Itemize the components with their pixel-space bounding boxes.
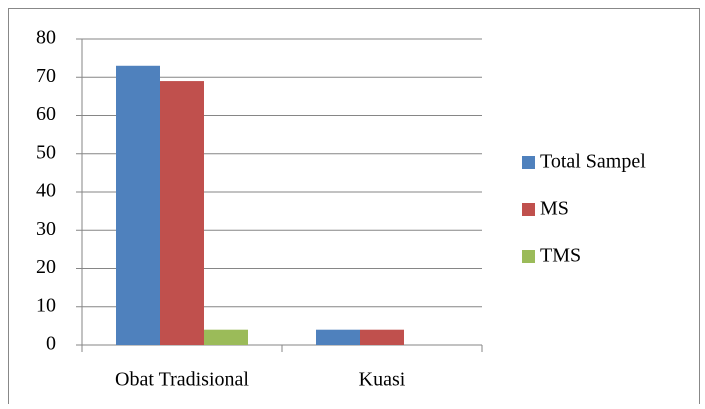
y-tick-label: 50: [36, 141, 56, 163]
bar: [116, 65, 160, 346]
bar: [160, 81, 204, 345]
x-tick-label: Kuasi: [359, 369, 406, 391]
bar: [316, 329, 360, 345]
y-tick-label: 40: [36, 180, 56, 202]
y-tick-label: 80: [36, 27, 56, 49]
bar: [360, 329, 404, 345]
legend-label: Total Sampel: [540, 151, 646, 173]
y-tick-label: 70: [36, 65, 56, 87]
x-tick-label: Obat Tradisional: [115, 369, 249, 391]
y-tick-label: 20: [36, 256, 56, 278]
legend-swatch: [522, 250, 535, 263]
legend-label: TMS: [540, 245, 581, 267]
y-tick-label: 10: [36, 294, 56, 316]
y-tick-label: 60: [36, 103, 56, 125]
y-tick-label: 30: [36, 218, 56, 240]
legend-label: MS: [540, 198, 569, 220]
bar: [204, 329, 248, 345]
legend-swatch: [522, 156, 535, 169]
y-tick-label: 0: [46, 333, 56, 355]
chart-frame: [8, 8, 700, 409]
legend-swatch: [522, 203, 535, 216]
